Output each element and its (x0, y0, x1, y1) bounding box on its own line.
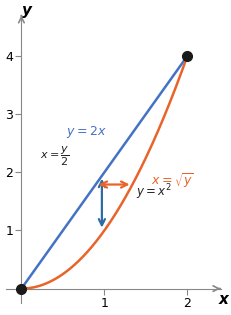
Text: $y = x^2$: $y = x^2$ (136, 183, 172, 203)
Text: y: y (22, 3, 32, 18)
Text: $x = \sqrt{y}$: $x = \sqrt{y}$ (151, 172, 194, 191)
Text: $y = 2x$: $y = 2x$ (66, 123, 106, 140)
Text: x: x (219, 292, 229, 306)
Text: $x = \dfrac{y}{2}$: $x = \dfrac{y}{2}$ (40, 144, 69, 168)
